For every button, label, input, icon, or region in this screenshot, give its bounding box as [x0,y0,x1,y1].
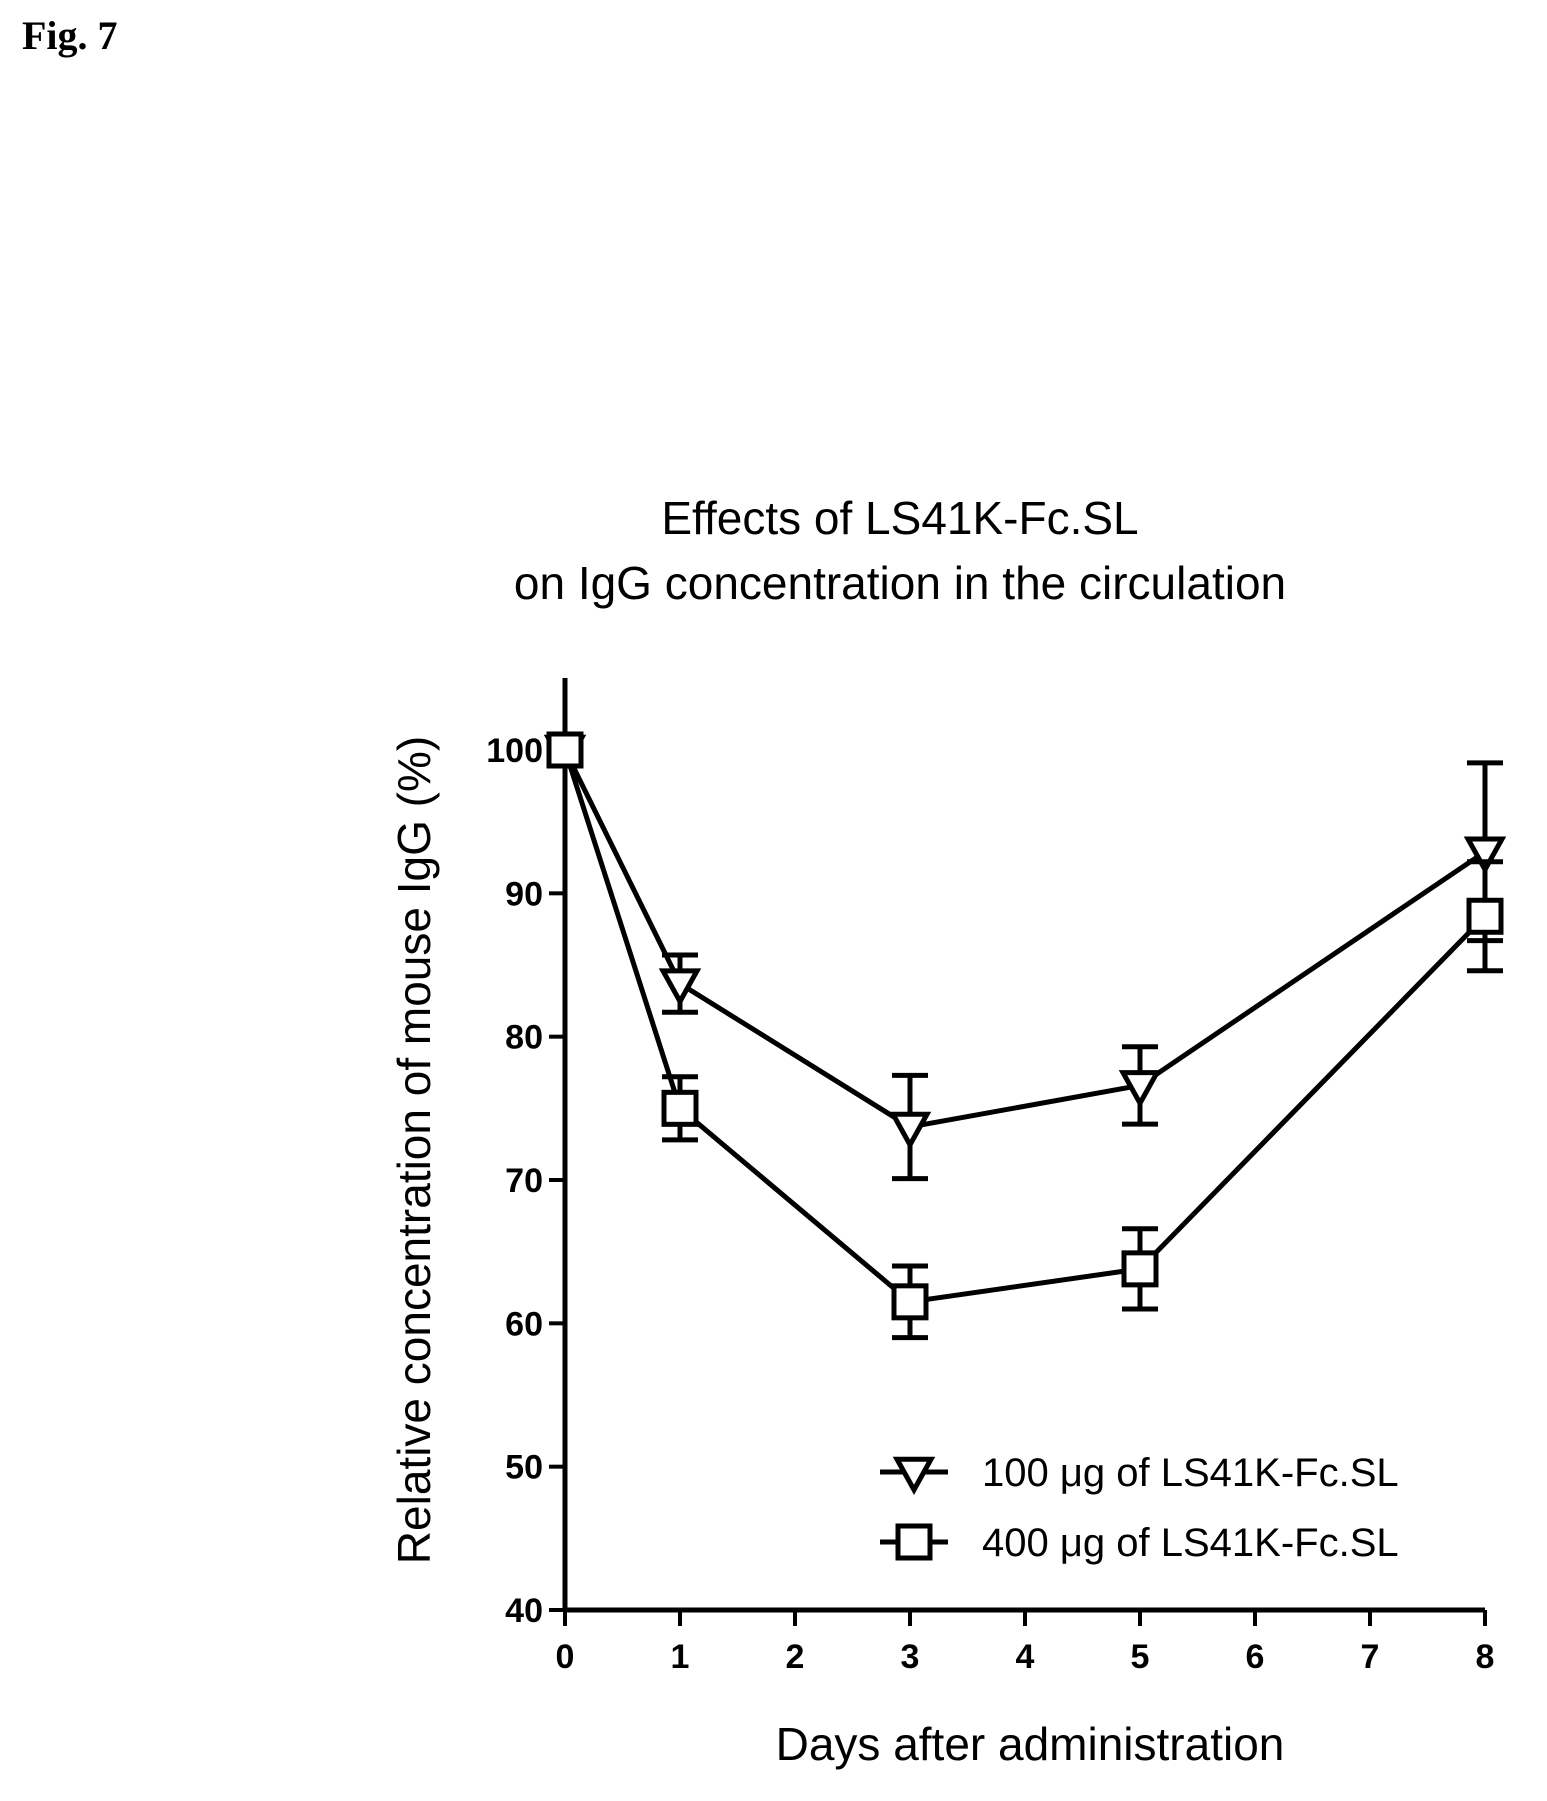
series-line [562,748,1487,1130]
legend-marker [892,1456,936,1495]
data-point [1463,836,1507,875]
x-tick-label: 0 [556,1638,575,1676]
y-tick-label: 60 [505,1305,543,1343]
series-line [562,749,1487,1305]
x-tick-label: 7 [1361,1638,1380,1676]
data-point [1466,897,1504,935]
plot-area [543,731,1507,1341]
x-tick-label: 2 [786,1638,805,1676]
x-tick-label: 4 [1016,1638,1035,1676]
x-axis-label: Days after administration [776,1718,1285,1770]
legend-entry-2: 400 μg of LS41K-Fc.SL [880,1521,1399,1565]
y-tick-label: 70 [505,1162,543,1200]
chart-title-line-2: on IgG concentration in the circulation [514,557,1286,609]
y-tick-label: 40 [505,1592,543,1630]
y-tick-label: 90 [505,875,543,913]
y-tick-label: 50 [505,1449,543,1487]
data-point [1118,1070,1162,1109]
axes: 40 50 60 70 80 90 100 0 1 2 3 4 5 6 7 8 [486,678,1494,1676]
x-tick-label: 3 [901,1638,920,1676]
y-axis-label: Relative concentration of mouse IgG (%) [388,736,440,1564]
legend-label: 100 μg of LS41K-Fc.SL [982,1451,1399,1495]
data-point [891,1283,929,1321]
x-tick-label: 5 [1131,1638,1150,1676]
data-point [888,1111,932,1150]
data-point [658,968,702,1007]
figure-label: Fig. 7 [22,13,118,58]
data-point [546,731,584,769]
series-2 [546,731,1504,1341]
data-point [1121,1250,1159,1288]
chart-title-line-1: Effects of LS41K-Fc.SL [661,492,1138,544]
y-tick-label: 100 [486,732,543,770]
legend: 100 μg of LS41K-Fc.SL 400 μg of LS41K-Fc.… [880,1451,1399,1565]
x-tick-label: 8 [1476,1638,1495,1676]
legend-marker [895,1523,933,1561]
y-tick-label: 80 [505,1019,543,1057]
x-tick-label: 6 [1246,1638,1265,1676]
data-point [661,1089,699,1127]
x-tick-label: 1 [671,1638,690,1676]
legend-entry-1: 100 μg of LS41K-Fc.SL [880,1451,1399,1495]
legend-label: 400 μg of LS41K-Fc.SL [982,1521,1399,1565]
